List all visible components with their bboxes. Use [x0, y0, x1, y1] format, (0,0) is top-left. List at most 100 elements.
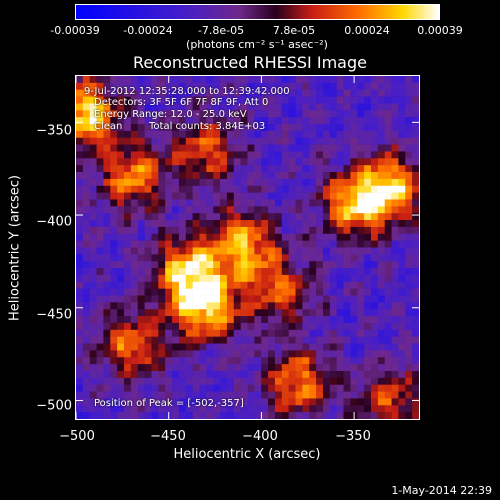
heatmap-cell — [316, 329, 324, 337]
heatmap-cell — [185, 76, 193, 84]
heatmap-cell — [370, 384, 379, 392]
heatmap-cell — [144, 254, 152, 262]
heatmap-cell — [309, 384, 317, 392]
heatmap-cell — [82, 405, 91, 413]
heatmap-cell — [76, 185, 84, 193]
heatmap-cell — [240, 274, 248, 283]
y-axis-label: Heliocentric Y (arcsec) — [7, 175, 23, 321]
heatmap-cell — [336, 192, 344, 200]
heatmap-cell — [247, 370, 255, 379]
heatmap-cell — [357, 295, 365, 303]
heatmap-cell — [199, 329, 207, 337]
heatmap-cell — [329, 309, 337, 317]
heatmap-cell — [185, 124, 193, 132]
heatmap-cell — [322, 261, 331, 269]
heatmap-cell — [343, 302, 351, 310]
heatmap-cell — [384, 206, 392, 214]
heatmap-cell — [137, 357, 145, 365]
heatmap-cell — [281, 391, 289, 399]
heatmap-cell — [96, 178, 104, 187]
heatmap-cell — [247, 240, 255, 248]
heatmap-cell — [226, 268, 235, 276]
heatmap-cell — [350, 240, 358, 248]
heatmap-cell — [151, 288, 159, 296]
heatmap-cell — [233, 213, 241, 221]
heatmap-cell — [295, 89, 303, 97]
heatmap-cell — [377, 398, 385, 406]
heatmap-cell — [172, 398, 180, 406]
heatmap-cell — [309, 130, 317, 139]
heatmap-cell — [206, 405, 214, 413]
heatmap-cell — [226, 364, 235, 372]
heatmap-cell — [110, 110, 118, 118]
heatmap-cell — [172, 274, 180, 283]
heatmap-cell — [370, 343, 379, 351]
heatmap-cell — [130, 316, 139, 324]
heatmap-cell — [391, 117, 399, 125]
heatmap-cell — [268, 412, 276, 419]
heatmap-cell — [130, 274, 139, 283]
heatmap-cell — [288, 96, 296, 104]
heatmap-cell — [240, 343, 248, 351]
heatmap-cell — [302, 137, 310, 145]
heatmap-cell — [82, 350, 91, 358]
heatmap-cell — [377, 336, 385, 344]
heatmap-cell — [137, 103, 145, 111]
heatmap-cell — [240, 96, 248, 104]
heatmap-cell — [117, 357, 125, 365]
heatmap-cell — [165, 268, 173, 276]
heatmap-cell — [82, 151, 91, 159]
heatmap-cell — [124, 377, 132, 385]
heatmap-cell — [89, 103, 97, 111]
heatmap-cell — [343, 357, 351, 365]
heatmap-cell — [165, 350, 173, 358]
heatmap-cell — [384, 172, 392, 180]
heatmap-cell — [144, 288, 152, 296]
heatmap-cell — [357, 377, 365, 385]
heatmap-cell — [220, 302, 228, 310]
heatmap-cell — [302, 391, 310, 399]
heatmap-cell — [178, 357, 187, 365]
heatmap-cell — [288, 288, 296, 296]
heatmap-cell — [254, 384, 262, 392]
heatmap-cell — [233, 226, 241, 235]
heatmap-cell — [137, 130, 145, 139]
heatmap-cell — [370, 151, 379, 159]
heatmap-cell — [76, 172, 84, 180]
heatmap-cell — [137, 124, 145, 132]
heatmap-cell — [117, 240, 125, 248]
heatmap-cell — [233, 137, 241, 145]
heatmap-cell — [357, 405, 365, 413]
heatmap-cell — [158, 192, 166, 200]
heatmap-cell — [405, 254, 413, 262]
heatmap-cell — [165, 137, 173, 145]
heatmap-cell — [281, 172, 289, 180]
heatmap-cell — [103, 137, 111, 145]
heatmap-cell — [254, 144, 262, 152]
heatmap-cell — [165, 96, 173, 104]
heatmap-cell — [309, 82, 317, 91]
heatmap-cell — [144, 82, 152, 91]
heatmap-cell — [274, 158, 283, 166]
heatmap-cell — [158, 76, 166, 84]
heatmap-cell — [384, 398, 392, 406]
heatmap-cell — [220, 309, 228, 317]
heatmap-cell — [117, 137, 125, 145]
heatmap-cell — [302, 213, 310, 221]
heatmap-cell — [96, 82, 104, 91]
heatmap-cell — [309, 247, 317, 255]
heatmap-cell — [178, 370, 187, 379]
heatmap-cell — [82, 302, 91, 310]
heatmap-cell — [199, 384, 207, 392]
heatmap-cell — [268, 274, 276, 283]
heatmap-cell — [226, 233, 235, 241]
heatmap-cell — [165, 185, 173, 193]
heatmap-cell — [172, 357, 180, 365]
heatmap-cell — [96, 89, 104, 97]
heatmap-cell — [370, 295, 379, 303]
heatmap-cell — [268, 350, 276, 358]
heatmap-cell — [110, 144, 118, 152]
heatmap-cell — [213, 261, 221, 269]
heatmap-cell — [377, 412, 385, 419]
heatmap-cell — [144, 103, 152, 111]
